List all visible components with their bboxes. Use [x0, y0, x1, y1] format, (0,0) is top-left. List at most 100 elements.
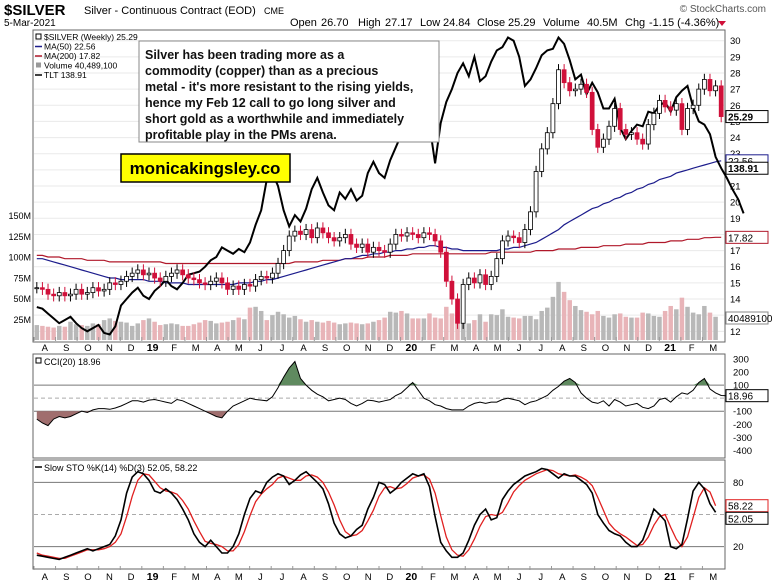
x-tick-label: J — [538, 343, 543, 354]
annotation-line: Silver has been trading more as a — [145, 48, 345, 62]
volume-bar — [309, 320, 314, 340]
y-tick-label: 20 — [733, 542, 744, 553]
candle-body — [371, 246, 376, 253]
volume-bar — [595, 310, 601, 340]
candle-body — [163, 276, 169, 282]
x-tick-label: S — [581, 572, 587, 583]
candle-body — [331, 237, 337, 242]
candle-body — [152, 272, 157, 279]
volume-bar — [343, 323, 348, 340]
y-tick-label: 14 — [730, 295, 741, 306]
volume-bar — [528, 315, 533, 340]
candle-body — [337, 237, 343, 242]
x-tick-label: D — [645, 572, 652, 583]
volume-bar — [62, 326, 68, 340]
volume-bar — [79, 325, 84, 340]
y-tick-label: 300 — [733, 354, 749, 365]
volume-bar — [444, 306, 449, 340]
annotation-line: profitable play in the PMs arena. — [145, 128, 337, 142]
volume-bar — [337, 324, 342, 340]
candle-body — [438, 240, 444, 253]
candle-body — [281, 250, 286, 264]
candle-body — [533, 171, 539, 213]
candle-body — [191, 277, 197, 281]
x-tick-label: J — [538, 572, 543, 583]
candle-body — [208, 280, 214, 285]
volume-bar — [34, 325, 40, 340]
quote-bar: Open 26.70 High 27.17 Low 24.84 Close 25… — [290, 17, 726, 29]
volume-bar — [163, 324, 169, 340]
candle-body — [365, 243, 371, 253]
y-tick-label: 15 — [730, 278, 741, 289]
candle-body — [410, 232, 416, 235]
x-tick-label: 20 — [406, 571, 418, 583]
x-tick-label: M — [192, 343, 200, 354]
candle-body — [696, 88, 702, 106]
volume-tick-label: 100M — [8, 253, 31, 263]
y-tick-label: 19 — [730, 214, 741, 225]
candle-body — [242, 284, 247, 290]
candle-body — [449, 280, 455, 300]
candle-body — [589, 91, 595, 130]
volume-bar — [315, 321, 320, 340]
volume-bar — [101, 320, 107, 340]
volume-bar — [219, 322, 225, 340]
volume-bar — [567, 300, 572, 340]
candle-body — [556, 69, 561, 105]
volume-label: Volume — [543, 17, 580, 29]
legend-label: TLT 138.91 — [44, 70, 87, 80]
copyright: © StockCharts.com — [680, 4, 766, 15]
volume-bar — [331, 322, 337, 340]
volume-bar — [533, 319, 539, 340]
volume-bar — [404, 313, 410, 340]
volume-bar — [432, 317, 438, 340]
value-tag-label: 18.96 — [728, 392, 753, 403]
x-tick-label: 19 — [147, 571, 159, 583]
volume-bar — [561, 291, 567, 340]
candle-body — [376, 246, 382, 251]
x-tick-label: F — [430, 343, 436, 354]
candle-body — [348, 234, 354, 245]
x-tick-label: S — [63, 572, 69, 583]
volume-bar — [382, 317, 387, 340]
candle-body — [382, 250, 387, 253]
candle-body — [393, 234, 399, 245]
candle-body — [472, 277, 477, 284]
candle-body — [174, 269, 180, 274]
volume-bar — [399, 310, 404, 340]
volume-bar — [152, 321, 157, 340]
volume-bar — [472, 320, 477, 340]
x-tick-label: J — [517, 343, 522, 354]
stochastic-x-axis: A S O N D 19 F M A M J J A S O N D 20 F M A M J J A S O N D 21 F M — [33, 566, 717, 583]
cci-line — [36, 360, 727, 427]
candle-body — [404, 232, 410, 237]
low-label: Low — [420, 17, 440, 29]
annotation-line: commodity (copper) than as a precious — [145, 64, 378, 78]
candle-body — [522, 229, 528, 243]
volume-tick-label: 150M — [8, 211, 31, 221]
volume-tick-label: 125M — [8, 232, 31, 242]
volume-value: 40.5M — [587, 17, 618, 29]
x-tick-label: J — [258, 572, 263, 583]
candle-body — [567, 82, 573, 92]
volume-bar — [449, 313, 455, 340]
ma200-line — [36, 236, 722, 265]
volume-bar — [662, 310, 668, 340]
volume-bar — [118, 321, 124, 340]
price-x-axis: A S O N D 19 F M A M J J A S O N D 20 F M A M J J A S O N D 21 F M — [33, 337, 717, 354]
value-tag-label: 52.05 — [728, 514, 753, 525]
volume-bar — [612, 314, 617, 340]
x-tick-label: S — [322, 572, 328, 583]
volume-bar — [393, 312, 399, 340]
value-tag — [725, 499, 769, 513]
candle-body — [702, 79, 707, 90]
open-value: 26.70 — [321, 17, 349, 29]
candle-body — [40, 287, 45, 290]
x-tick-label: M — [451, 343, 459, 354]
candle-body — [662, 100, 668, 108]
y-tick-label: -300 — [733, 433, 752, 444]
volume-bar — [174, 324, 180, 340]
volume-bar — [236, 317, 241, 340]
candle-body — [169, 272, 174, 277]
candle-body — [690, 104, 696, 109]
